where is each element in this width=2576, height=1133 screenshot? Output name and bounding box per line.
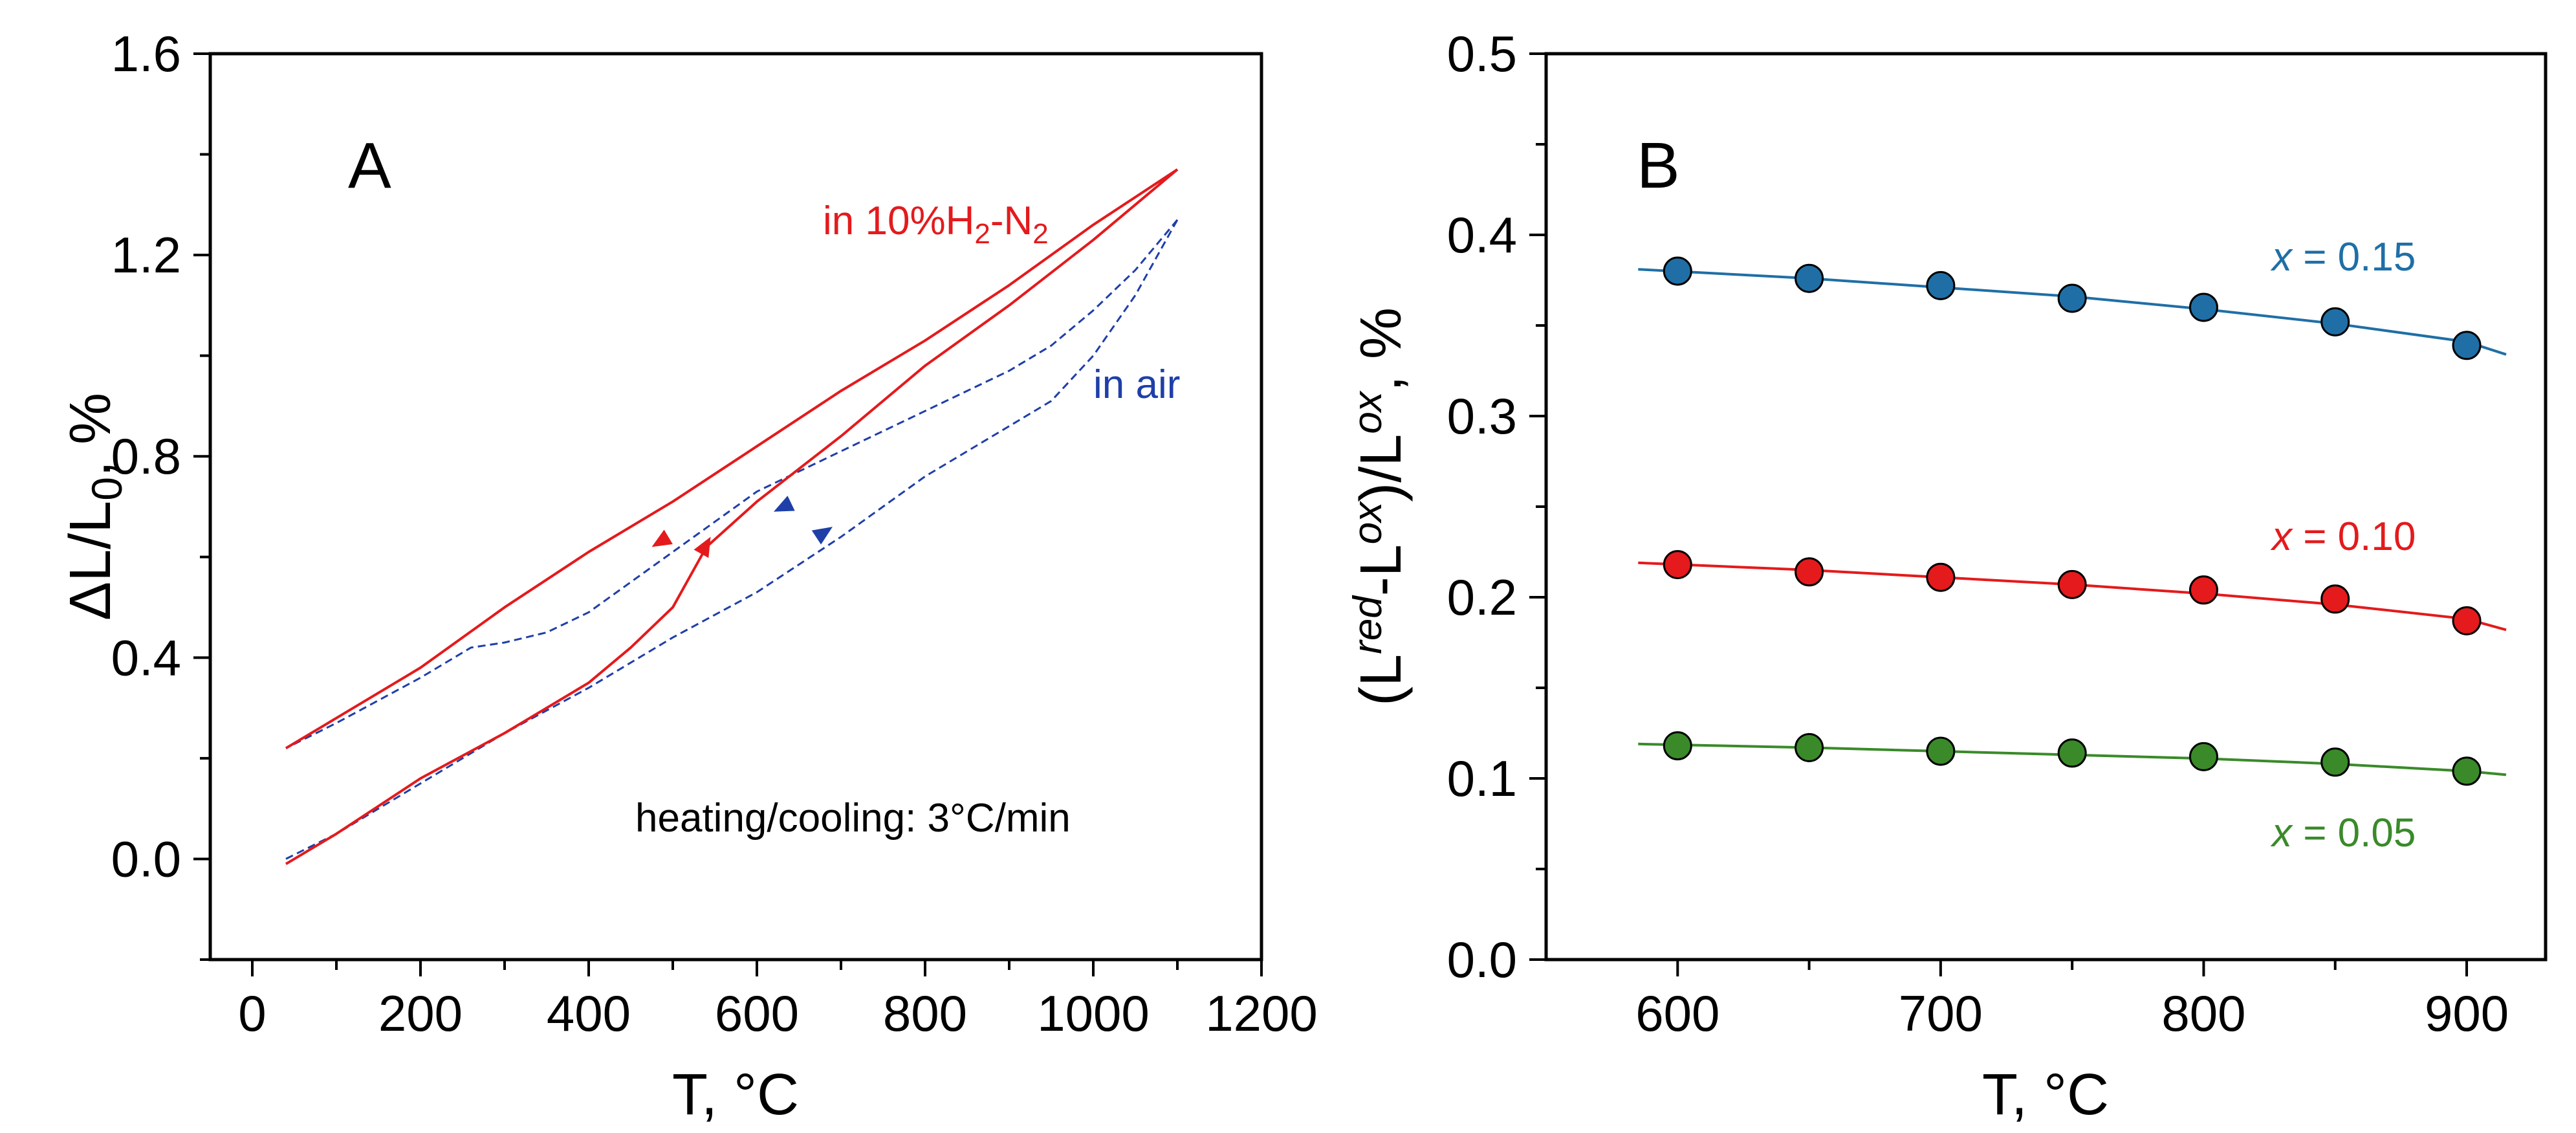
chart-a-x-tick-label: 1000	[1037, 985, 1150, 1042]
chart-a-x-tick-label: 600	[715, 985, 799, 1042]
chart-b-x-tick-label: 700	[1899, 985, 1983, 1042]
data-point-series-1	[2452, 606, 2482, 635]
chart-b-x-tick-label: 900	[2425, 985, 2509, 1042]
fit-line-series-0	[1638, 268, 2507, 356]
series-label-x-0-15: x = 0.15	[2270, 235, 2416, 280]
chart-b-x-axis-label: T, °C	[1982, 1062, 2109, 1127]
fit-line-series-2	[1638, 742, 2507, 776]
arrow-h2-n2-heating	[693, 536, 711, 558]
data-point-series-1	[1795, 557, 1824, 587]
chart-a: 0 200 400 600 800 1000 1200 0.0 0.4 0.8 1.2 1.6 A T…	[58, 25, 1318, 1127]
data-point-series-2	[1926, 736, 1956, 766]
chart-b-y-tick-label: 0.5	[1447, 25, 1517, 82]
chart-a-x-tick-label: 1200	[1205, 985, 1318, 1042]
chart-a-annotation-rate: heating/cooling: 3°C/min	[635, 796, 1071, 841]
chart-a-x-tick-label: 200	[378, 985, 463, 1042]
data-point-series-2	[2452, 756, 2482, 786]
chart-a-x-tick-label: 800	[883, 985, 967, 1042]
series-label-x-0-10: x = 0.10	[2270, 514, 2416, 559]
data-point-series-1	[1663, 550, 1692, 580]
chart-a-y-tick-label: 1.6	[111, 25, 181, 82]
chart-b-x-tick-label: 600	[1635, 985, 1719, 1042]
chart-b: 600 700 800 900 0.0 0.1 0.2 0.3 0.4 0.5 B T, °C (…	[1346, 25, 2548, 1127]
chart-b-y-tick-label: 0.1	[1447, 750, 1517, 807]
data-point-series-0	[2057, 283, 2087, 313]
chart-a-plot-frame	[208, 52, 1263, 962]
chart-a-y-tick-label: 1.2	[111, 226, 181, 283]
data-point-series-1	[2057, 569, 2087, 599]
chart-a-x-tick-label: 0	[238, 985, 266, 1042]
chart-b-panel-letter: B	[1637, 129, 1680, 202]
arrow-air-cooling	[774, 496, 795, 512]
chart-a-y-tick-label: 0.0	[111, 830, 181, 887]
chart-b-axes: 600 700 800 900 0.0 0.1 0.2 0.3 0.4 0.5	[1447, 25, 2509, 1042]
data-point-series-2	[2189, 742, 2218, 771]
chart-a-x-axis-label: T, °C	[672, 1062, 799, 1127]
data-point-series-1	[1926, 562, 1956, 592]
data-point-series-2	[1795, 732, 1824, 762]
chart-a-y-tick-label: 0.4	[111, 629, 181, 686]
series-line-h2-n2-heating	[285, 168, 1179, 865]
chart-a-y-axis-label: ΔL/L0, %	[58, 393, 131, 621]
series-label-x-0-05: x = 0.05	[2270, 811, 2416, 855]
data-point-series-2	[2057, 738, 2087, 768]
data-point-series-2	[1663, 731, 1692, 761]
data-point-series-2	[2320, 747, 2350, 777]
series-line-air-heating	[285, 219, 1179, 860]
data-point-series-1	[2320, 584, 2350, 614]
data-point-series-0	[2189, 292, 2218, 322]
fit-line-series-1	[1638, 561, 2507, 632]
chart-a-y-tick-label: 0.8	[111, 428, 181, 485]
chart-b-y-tick-label: 0.3	[1447, 388, 1517, 445]
chart-b-y-axis-label: (Lred-Lox)/Lox, %	[1346, 307, 1414, 706]
data-point-series-1	[2189, 575, 2218, 605]
chart-a-panel-letter: A	[348, 129, 391, 202]
chart-b-y-tick-label: 0.0	[1447, 931, 1517, 988]
arrow-air-heating	[811, 527, 833, 545]
chart-b-y-tick-label: 0.4	[1447, 206, 1517, 263]
legend-label-air: in air	[1093, 362, 1180, 407]
data-point-series-0	[2452, 331, 2482, 360]
data-point-series-0	[1926, 270, 1956, 300]
arrow-h2-n2-cooling	[651, 529, 673, 547]
chart-a-x-tick-label: 400	[547, 985, 631, 1042]
series-line-h2-n2-cooling	[285, 168, 1179, 750]
chart-b-series	[1638, 256, 2507, 786]
data-point-series-0	[1795, 263, 1824, 293]
chart-b-x-tick-label: 800	[2161, 985, 2245, 1042]
series-line-air-cooling	[285, 219, 1179, 749]
chart-a-series	[285, 168, 1179, 865]
data-point-series-0	[2320, 307, 2350, 336]
chart-a-axes: 0 200 400 600 800 1000 1200 0.0 0.4 0.8 1.2 1.6	[111, 25, 1318, 1042]
legend-label-h2-n2: in 10%H2-N2	[823, 199, 1049, 250]
data-point-series-0	[1663, 256, 1692, 286]
chart-b-y-tick-label: 0.2	[1447, 569, 1517, 626]
